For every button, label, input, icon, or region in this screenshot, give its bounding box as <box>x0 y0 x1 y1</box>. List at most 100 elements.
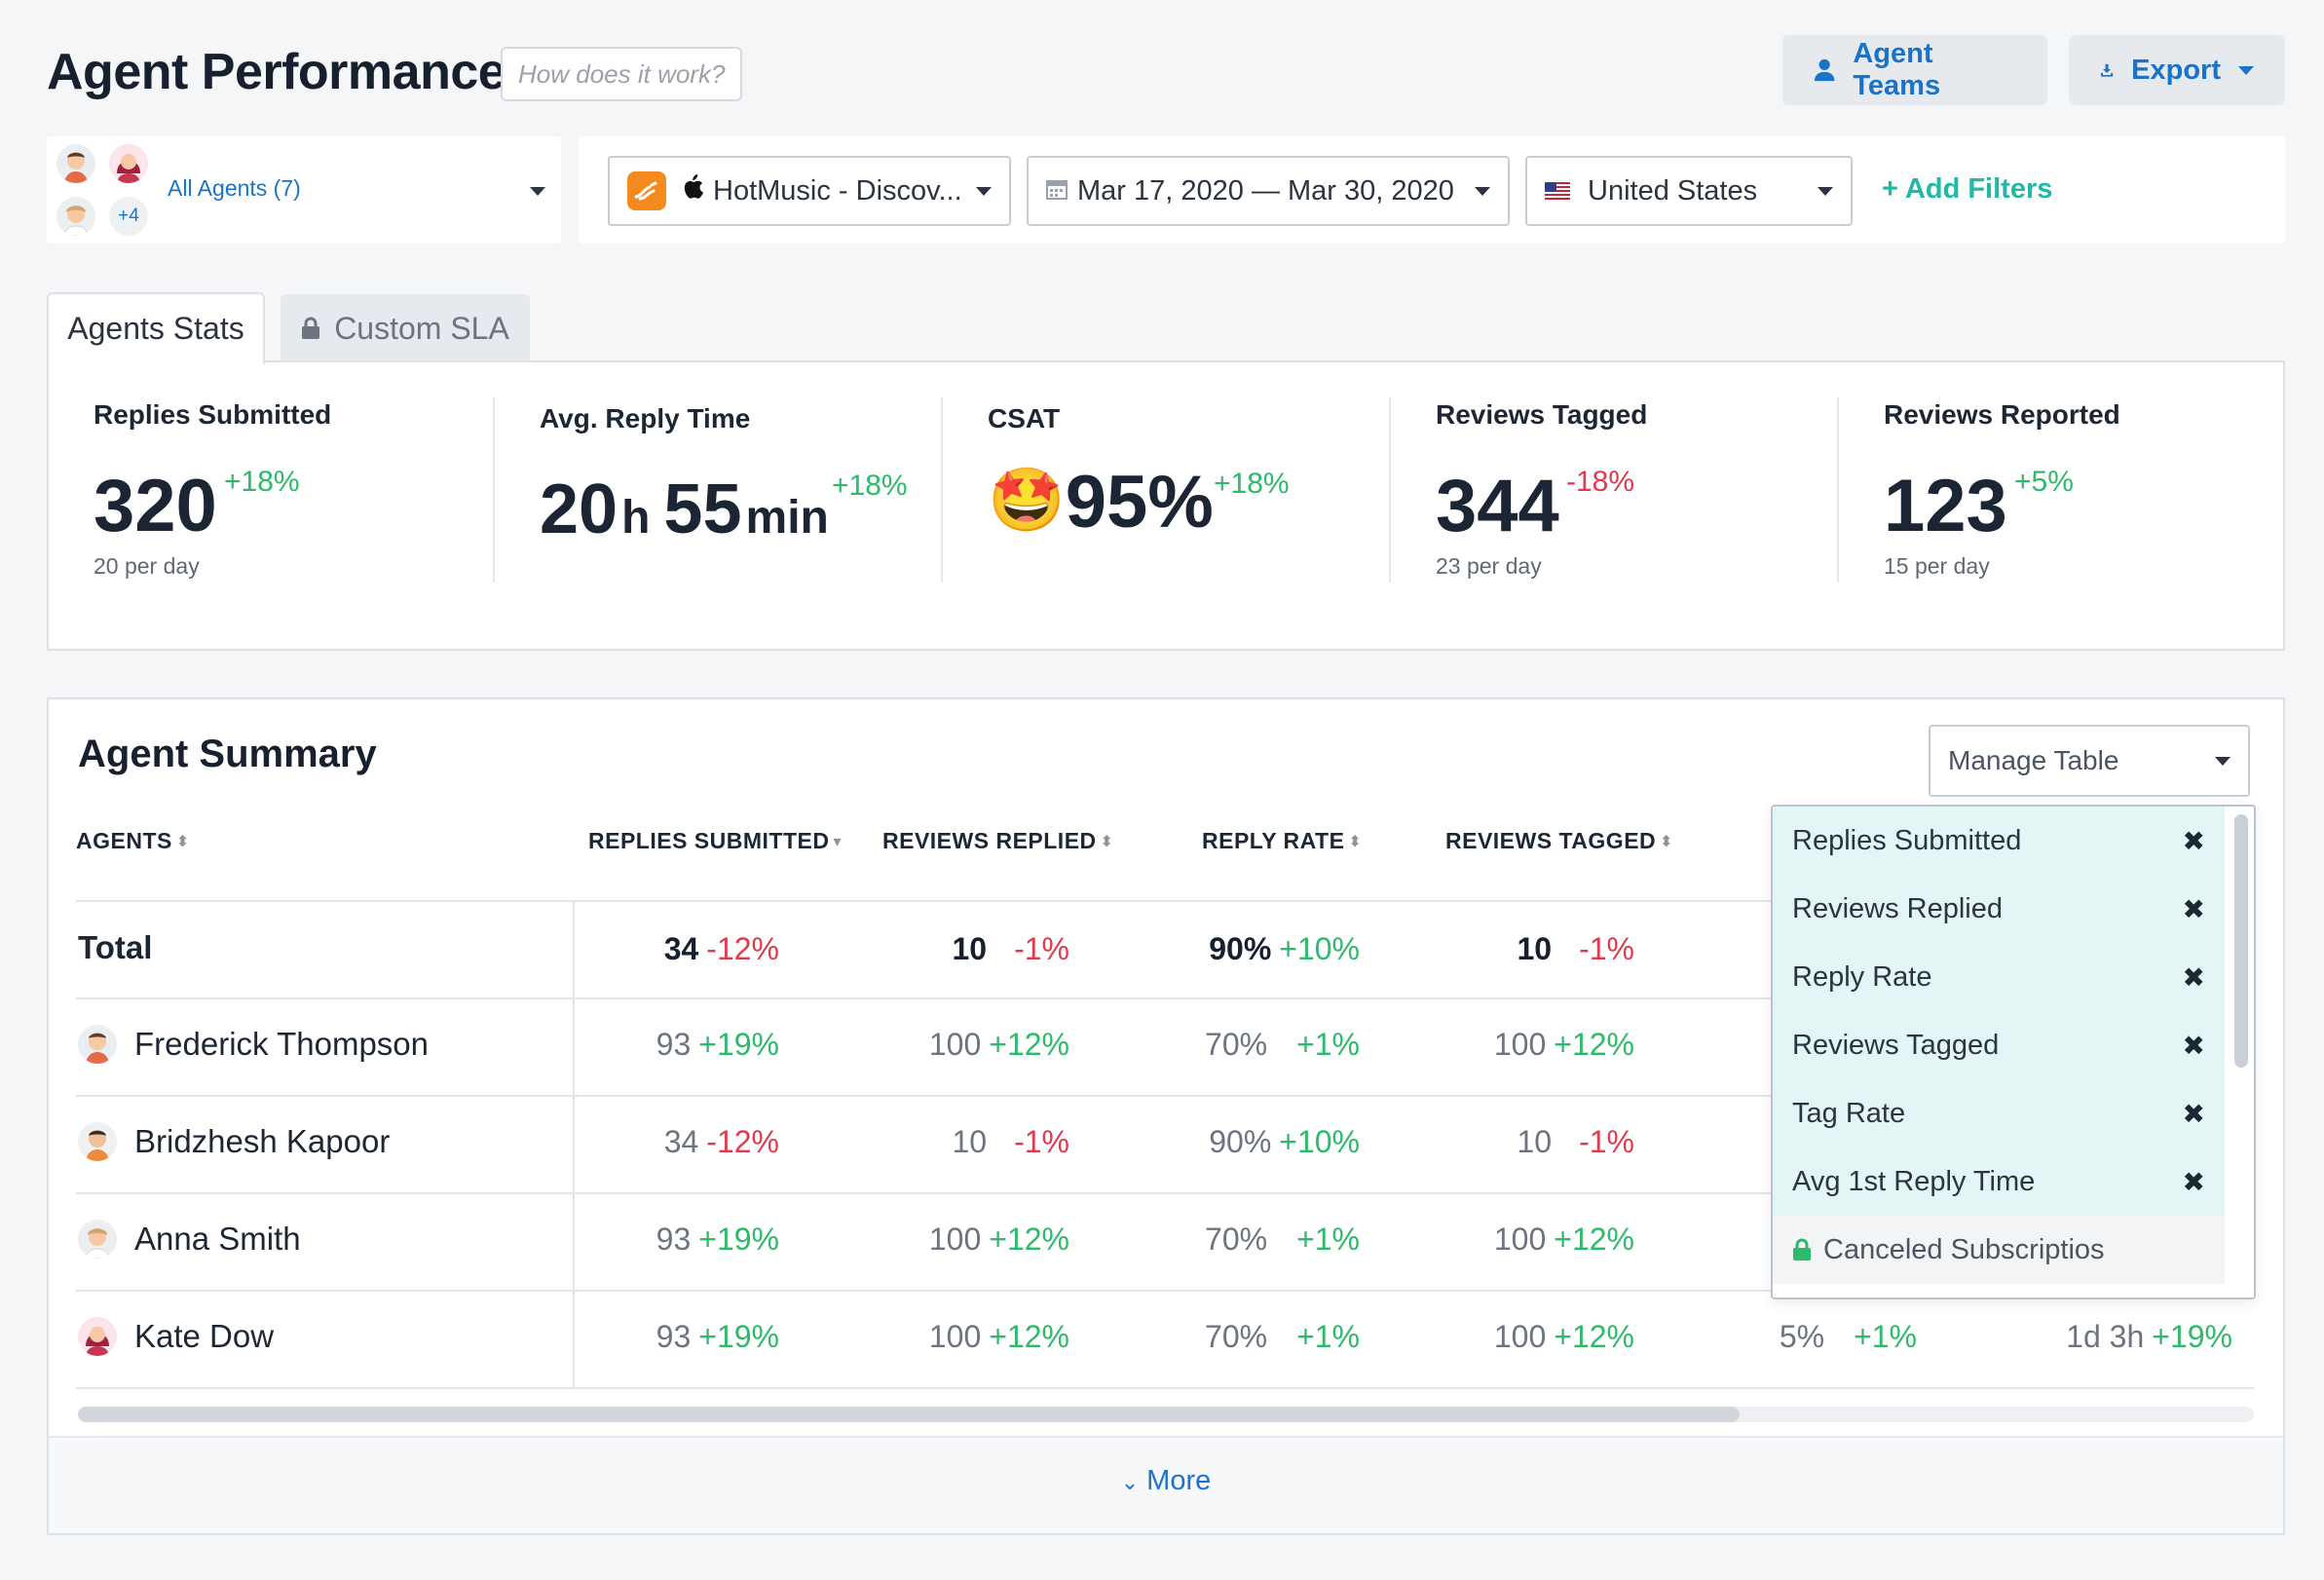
cell-change: -1% <box>1579 931 1634 966</box>
stat-sub: 23 per day <box>1436 553 1542 579</box>
table-cell: 100 +12% <box>1494 1027 1634 1063</box>
cell-change: +19% <box>698 1027 779 1062</box>
hours-unit: h <box>621 492 651 544</box>
remove-icon[interactable]: ✖ <box>2182 825 2205 856</box>
more-agents-count: +4 <box>109 197 148 236</box>
column-header-replies-submitted[interactable]: REPLIES SUBMITTED ▾ <box>588 828 842 854</box>
remove-icon[interactable]: ✖ <box>2182 1030 2205 1061</box>
chevron-down-icon <box>2215 756 2230 766</box>
manage-table-label: Manage Table <box>1948 745 2119 775</box>
chevron-down-icon <box>1475 186 1490 196</box>
stat-change: +5% <box>2014 466 2074 498</box>
column-header-reviews-replied[interactable]: REVIEWS REPLIED ⬍ <box>882 828 1114 854</box>
divider <box>76 1192 2254 1194</box>
cell-change: -1% <box>1014 1124 1069 1159</box>
column-option-locked[interactable]: Canceled Subscriptios <box>1773 1216 2225 1284</box>
export-label: Export <box>2131 54 2221 86</box>
cell-value: 34 <box>663 1124 699 1159</box>
add-filters-button[interactable]: + Add Filters <box>1882 173 2053 205</box>
manage-table-select[interactable]: Manage Table <box>1929 725 2250 797</box>
how-it-works-link[interactable]: How does it work? <box>501 47 743 101</box>
table-row[interactable]: Kate Dow <box>78 1317 274 1356</box>
chevron-down-icon <box>2238 65 2254 75</box>
tab-custom-sla[interactable]: Custom SLA <box>281 294 530 362</box>
cell-value: 10 <box>952 1124 988 1159</box>
table-cell: 10 -1% <box>953 931 1070 967</box>
scrollbar-thumb[interactable] <box>78 1407 1740 1422</box>
column-header-reviews-tagged[interactable]: REVIEWS TAGGED ⬍ <box>1445 828 1673 854</box>
cell-change: +1% <box>1296 1319 1360 1354</box>
sort-icon: ⬍ <box>1348 834 1363 850</box>
stat-value: 123 <box>1884 465 2007 547</box>
column-option[interactable]: Tag Rate ✖ <box>1773 1079 2225 1147</box>
remove-icon[interactable]: ✖ <box>2182 893 2205 924</box>
cell-value: 5% <box>1779 1319 1825 1354</box>
column-option[interactable]: Replies Submitted ✖ <box>1773 807 2225 875</box>
calendar-icon <box>1046 175 1068 207</box>
table-cell: 90% +10% <box>1209 1124 1360 1160</box>
table-cell: 93 +19% <box>656 1027 779 1063</box>
column-header-agents[interactable]: AGENTS ⬍ <box>76 828 190 854</box>
stat-label: Replies Submitted <box>94 399 332 430</box>
column-option-label: Reply Rate <box>1792 960 1932 993</box>
column-option-label: Avg 1st Reply Time <box>1792 1165 2036 1197</box>
table-cell: 100 +12% <box>929 1027 1069 1063</box>
remove-icon[interactable]: ✖ <box>2182 1098 2205 1129</box>
column-option[interactable]: Reviews Replied ✖ <box>1773 875 2225 943</box>
cell-value: 100 <box>928 1222 982 1257</box>
table-cell: 10 -1% <box>1518 1124 1635 1160</box>
cell-value: 70% <box>1205 1222 1268 1257</box>
stat-sub: 15 per day <box>1884 553 1990 579</box>
cell-value: 10 <box>952 931 988 966</box>
export-button[interactable]: Export <box>2069 35 2285 105</box>
divider <box>1389 397 1391 583</box>
country-select[interactable]: United States <box>1525 156 1853 226</box>
app-select-value: HotMusic - Discov... <box>713 174 962 207</box>
minutes-unit: min <box>745 492 829 544</box>
divider <box>941 397 943 583</box>
more-footer: ⌄ More <box>49 1436 2283 1533</box>
star-struck-emoji-icon: 🤩 <box>988 465 1066 535</box>
avatar <box>78 1317 117 1356</box>
app-icon <box>627 171 666 210</box>
cell-value: 10 <box>1517 1124 1553 1159</box>
chevron-down-icon <box>1818 186 1833 196</box>
app-select[interactable]: HotMusic - Discov... <box>608 156 1011 226</box>
stat-value: 🤩95% <box>988 460 1214 545</box>
stat-csat: CSAT 🤩95% +18% <box>988 362 1377 649</box>
sort-desc-icon: ▾ <box>833 834 842 850</box>
us-flag-icon <box>1545 175 1570 207</box>
stat-change: -18% <box>1566 466 1635 498</box>
column-header-reply-rate[interactable]: REPLY RATE ⬍ <box>1202 828 1362 854</box>
cell-value: 100 <box>1493 1222 1547 1257</box>
more-button[interactable]: ⌄ More <box>49 1465 2283 1497</box>
agent-teams-button[interactable]: Agent Teams <box>1782 35 2047 105</box>
all-agents-label: All Agents (7) <box>168 175 301 201</box>
dropdown-scrollbar[interactable] <box>2234 814 2248 1068</box>
cell-change: +1% <box>1296 1222 1360 1257</box>
remove-icon[interactable]: ✖ <box>2182 1166 2205 1197</box>
date-range-select[interactable]: Mar 17, 2020 — Mar 30, 2020 <box>1027 156 1510 226</box>
stat-value: 320 <box>94 465 217 547</box>
agents-selector[interactable]: +4 All Agents (7) <box>47 136 561 244</box>
column-option[interactable]: Reviews Tagged ✖ <box>1773 1011 2225 1079</box>
remove-icon[interactable]: ✖ <box>2182 961 2205 993</box>
table-cell: 10 -1% <box>1518 931 1635 967</box>
divider <box>493 397 495 583</box>
column-header-label: REVIEWS REPLIED <box>882 828 1097 853</box>
column-option-label: Reviews Replied <box>1792 892 2003 924</box>
download-icon <box>2101 63 2114 77</box>
column-option[interactable]: Avg 1st Reply Time ✖ <box>1773 1147 2225 1216</box>
column-option[interactable]: Reply Rate ✖ <box>1773 943 2225 1011</box>
cell-change: +10% <box>1279 1124 1360 1159</box>
stat-label: Avg. Reply Time <box>540 403 751 433</box>
tab-agents-stats[interactable]: Agents Stats <box>47 292 265 364</box>
divider <box>76 997 2254 999</box>
table-row[interactable]: Frederick Thompson <box>78 1025 429 1064</box>
divider <box>573 902 575 1389</box>
cell-value: 93 <box>656 1319 692 1354</box>
table-row[interactable]: Anna Smith <box>78 1220 301 1259</box>
summary-title: Agent Summary <box>78 733 377 775</box>
cell-change: -12% <box>706 931 779 966</box>
table-row[interactable]: Bridzhesh Kapoor <box>78 1122 390 1161</box>
